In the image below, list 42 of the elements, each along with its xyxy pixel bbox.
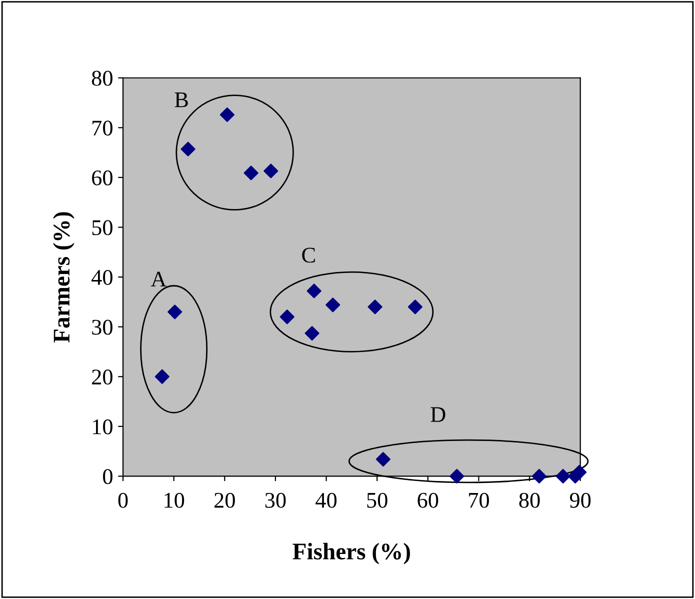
point	[244, 166, 258, 180]
point	[572, 464, 587, 480]
x-tick-label: 10	[164, 492, 184, 508]
point	[154, 369, 170, 384]
y-tick-label: 20	[92, 370, 112, 385]
point	[368, 300, 382, 314]
point	[180, 142, 196, 156]
y-tick-label: 50	[92, 220, 112, 236]
point	[556, 468, 570, 484]
y-tick-label: 0	[103, 469, 112, 484]
x-tick-label: 20	[214, 492, 235, 508]
point	[450, 468, 464, 484]
x-axis-title: Fishers (%)	[292, 542, 410, 564]
point	[280, 310, 294, 324]
annotation: A	[150, 272, 167, 286]
x-tick-label: 40	[316, 492, 337, 508]
annotation: D	[430, 407, 446, 422]
y-tick-label: 40	[92, 270, 112, 285]
point	[264, 164, 278, 178]
point	[376, 452, 390, 467]
point	[306, 284, 322, 298]
point	[408, 300, 422, 314]
point	[532, 468, 546, 484]
y-tick-label: 60	[92, 170, 112, 186]
y-axis-title: Farmers (%)	[52, 212, 74, 343]
x-tick-label: 50	[367, 492, 388, 508]
x-tick-label: 60	[418, 492, 438, 508]
annotation: B	[174, 92, 188, 108]
y-tick-label: 30	[92, 320, 112, 335]
point	[168, 304, 182, 320]
x-tick-label: 90	[570, 492, 591, 508]
y-tick-label: 10	[93, 419, 112, 434]
x-tick-label: 80	[519, 492, 540, 508]
x-tick-label: 30	[265, 492, 286, 508]
x-tick-label: 0	[118, 492, 128, 508]
point	[220, 107, 234, 122]
x-tick-label: 70	[469, 492, 489, 508]
annotation: C	[302, 248, 315, 263]
point	[304, 326, 320, 341]
point	[326, 298, 340, 312]
y-tick-label: 70	[92, 120, 112, 136]
y-tick-label: 80	[92, 70, 112, 86]
